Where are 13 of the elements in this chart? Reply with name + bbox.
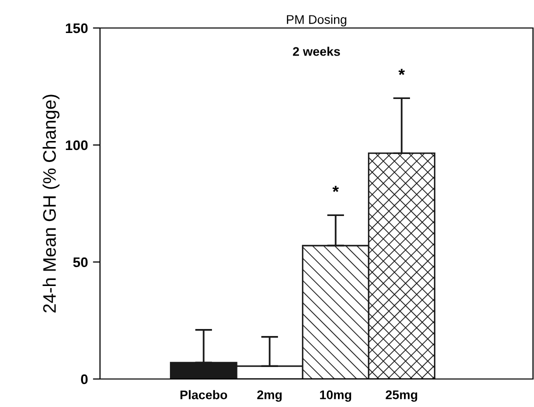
x-tick-label: 25mg <box>386 390 418 402</box>
y-tick-label: 50 <box>73 257 88 268</box>
y-axis-title: 24-h Mean GH (% Change) <box>42 94 60 312</box>
x-tick-label: Placebo <box>180 390 228 400</box>
text: 2 weeks <box>292 46 340 56</box>
x-tick-label: 2mg <box>257 390 282 402</box>
x-tick-label: 10mg <box>320 390 352 402</box>
annotation: * <box>332 186 339 192</box>
chart-title: PM Dosing <box>286 14 346 26</box>
y-tick-label: 100 <box>66 140 88 150</box>
y-tick-label: 0 <box>81 374 88 384</box>
annotation: * <box>398 68 405 76</box>
y-tick-label: 150 <box>66 23 88 34</box>
